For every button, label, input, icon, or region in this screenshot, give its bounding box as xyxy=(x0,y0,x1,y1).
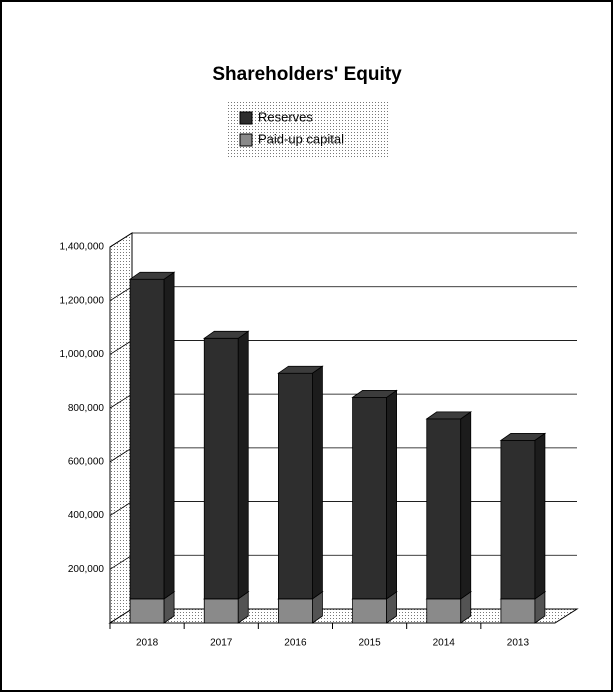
chart-title: Shareholders' Equity xyxy=(212,64,402,85)
bar xyxy=(425,411,473,600)
grid-line xyxy=(109,232,577,248)
x-tick-label: 2014 xyxy=(433,638,456,649)
legend-swatch xyxy=(239,133,253,147)
side-wall xyxy=(109,232,133,624)
bar xyxy=(499,432,547,600)
y-tick-label: 1,000,000 xyxy=(60,349,105,360)
x-tick-label: 2018 xyxy=(136,638,159,649)
bar xyxy=(128,271,176,600)
y-tick-label: 1,400,000 xyxy=(60,242,105,253)
legend-box xyxy=(228,100,388,158)
y-tick-label: 1,200,000 xyxy=(60,295,105,306)
x-tick-label: 2015 xyxy=(358,638,381,649)
x-tick-label: 2017 xyxy=(210,638,233,649)
y-tick-label: 200,000 xyxy=(68,564,105,575)
bar xyxy=(351,389,398,600)
legend-swatch xyxy=(239,111,253,125)
y-tick-label: 600,000 xyxy=(68,456,105,467)
legend-label: Reserves xyxy=(258,109,313,124)
y-tick-label: 800,000 xyxy=(68,403,105,414)
y-tick-label: 400,000 xyxy=(68,510,105,521)
legend-label: Paid-up capital xyxy=(258,131,344,146)
x-tick-label: 2013 xyxy=(507,638,530,649)
x-tick-label: 2016 xyxy=(284,638,307,649)
bar xyxy=(277,365,324,600)
bar xyxy=(202,330,250,600)
